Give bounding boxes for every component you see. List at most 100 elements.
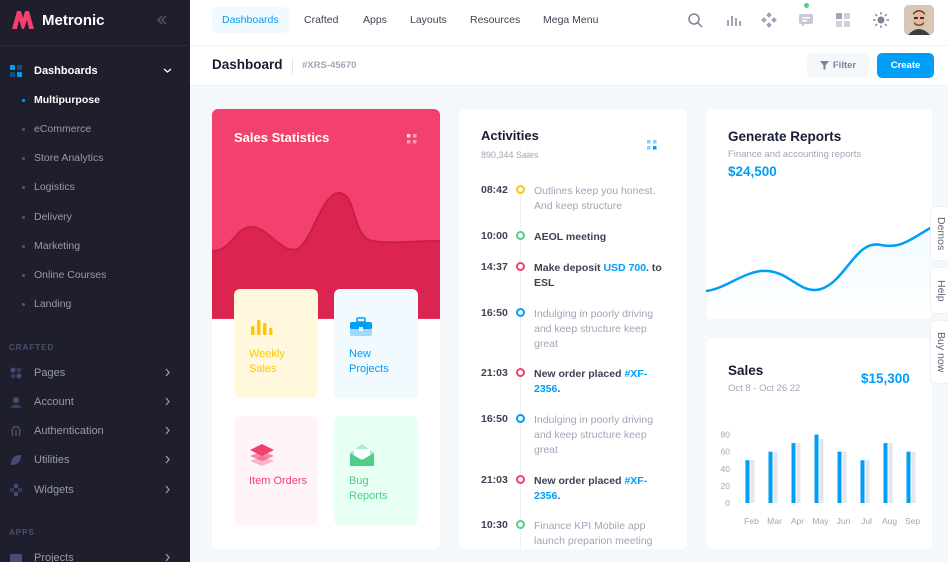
nav-apps[interactable]: Apps xyxy=(363,14,387,26)
sales-amount: $15,300 xyxy=(861,371,910,386)
sidebar-subitem-online-courses[interactable]: Online Courses xyxy=(0,265,190,285)
sidebar-subitem-label: Delivery xyxy=(34,211,72,223)
timeline-dot-icon xyxy=(516,475,525,484)
sidebar-item-account[interactable]: Account xyxy=(0,391,190,413)
bar-aug-series-1 xyxy=(883,443,888,503)
bar-apr-series-1 xyxy=(791,443,796,503)
leaf-icon xyxy=(11,455,21,465)
logo[interactable]: Metronic xyxy=(10,9,105,31)
tile-label: Item Orders xyxy=(249,475,308,487)
sidebar-subitem-ecommerce[interactable]: eCommerce xyxy=(0,119,190,139)
side-tab-help[interactable]: Help xyxy=(930,267,948,314)
sales-subtitle: Oct 8 - Oct 26 22 xyxy=(728,383,801,394)
generate-reports-subtitle: Finance and accounting reports xyxy=(728,149,862,160)
page-toolbar: Dashboard #XRS-45670 Filter Create xyxy=(190,46,948,86)
chevron-right-icon xyxy=(165,455,170,464)
sales-card: Sales Oct 8 - Oct 26 22 $15,300 0 20 40 60 8… xyxy=(706,338,932,549)
sidebar-item-authentication[interactable]: Authentication xyxy=(0,420,190,442)
nav-layouts[interactable]: Layouts xyxy=(410,14,447,26)
x-tick-label: Apr xyxy=(791,516,804,526)
metronic-logo-icon xyxy=(12,11,34,29)
bullet-icon xyxy=(22,99,25,102)
sidebar-subitem-label: Multipurpose xyxy=(34,94,100,106)
tile-new-projects[interactable]: New Projects xyxy=(334,289,418,398)
sidebar-subitem-label: Landing xyxy=(34,298,72,310)
widgets-icon xyxy=(10,483,22,496)
tile-weekly-sales[interactable]: Weekly Sales xyxy=(234,289,318,398)
top-header: Dashboards Crafted Apps Layouts Resource… xyxy=(190,0,948,46)
sidebar-item-label: Projects xyxy=(34,552,74,562)
sidebar-item-label: Pages xyxy=(34,367,66,379)
sidebar-subitem-logistics[interactable]: Logistics xyxy=(0,177,190,197)
nav-resources[interactable]: Resources xyxy=(470,14,521,26)
sidebar-subitem-multipurpose[interactable]: Multipurpose xyxy=(0,90,190,110)
activities-subtitle: 890,344 Sales xyxy=(481,150,539,160)
card-menu-icon[interactable] xyxy=(647,140,657,150)
sidebar: Metronic Dashboards Multipurpose eCommer… xyxy=(0,0,190,562)
chat-icon[interactable] xyxy=(797,11,815,29)
bullet-icon xyxy=(22,186,25,189)
timeline-time: 10:30 xyxy=(481,519,508,531)
bar-aug-series-2 xyxy=(888,443,893,503)
tile-item-orders[interactable]: Item Orders xyxy=(234,416,318,525)
timeline-link[interactable]: #XF-2356 xyxy=(534,475,648,502)
filter-icon xyxy=(819,61,829,70)
timeline-time: 16:50 xyxy=(481,307,508,319)
collapse-sidebar-icon[interactable] xyxy=(155,13,169,27)
timeline-dot-icon xyxy=(516,368,525,377)
sidebar-item-label: Dashboards xyxy=(34,65,98,77)
sidebar-item-projects[interactable]: Projects xyxy=(0,547,190,562)
sidebar-item-label: Account xyxy=(34,396,74,408)
page-subtitle: #XRS-45670 xyxy=(302,60,357,71)
x-tick-label: Mar xyxy=(767,516,782,526)
briefcase-icon xyxy=(350,317,372,336)
sidebar-subitem-label: eCommerce xyxy=(34,123,92,135)
sidebar-subitem-marketing[interactable]: Marketing xyxy=(0,236,190,256)
nav-crafted[interactable]: Crafted xyxy=(304,14,339,26)
sidebar-subitem-store-analytics[interactable]: Store Analytics xyxy=(0,148,190,168)
timeline-text: Make deposit USD 700. to ESL xyxy=(534,262,662,289)
sidebar-subitem-delivery[interactable]: Delivery xyxy=(0,207,190,227)
bar-jul-series-1 xyxy=(860,460,865,503)
create-button[interactable]: Create xyxy=(877,53,934,78)
generate-reports-card: Generate Reports Finance and accounting … xyxy=(706,109,932,319)
sidebar-subitem-landing[interactable]: Landing xyxy=(0,294,190,314)
sidebar-item-label: Authentication xyxy=(34,425,104,437)
nav-mega-menu[interactable]: Mega Menu xyxy=(543,14,599,26)
filter-button[interactable]: Filter xyxy=(807,53,869,78)
chevron-right-icon xyxy=(165,553,170,562)
nav-dashboards[interactable]: Dashboards xyxy=(212,7,289,33)
filter-button-label: Filter xyxy=(832,60,857,71)
sidebar-item-dashboards[interactable]: Dashboards xyxy=(0,60,190,82)
sales-wave-chart xyxy=(212,191,440,319)
bar-apr-series-2 xyxy=(796,443,801,503)
sun-icon[interactable] xyxy=(872,11,890,29)
tile-bug-reports[interactable]: Bug Reports xyxy=(334,416,418,525)
user-avatar[interactable] xyxy=(904,5,934,35)
activities-card: Activities 890,344 Sales 08:42 Outlines k… xyxy=(459,109,687,549)
card-menu-icon[interactable] xyxy=(407,134,417,144)
chart-icon[interactable] xyxy=(724,11,742,29)
timeline-time: 14:37 xyxy=(481,261,508,273)
tile-label: Bug Reports xyxy=(349,475,388,502)
sales-statistics-card: Sales Statistics Weekly Sales xyxy=(212,109,440,549)
timeline-text: Finance KPI Mobile app launch preparion … xyxy=(534,520,653,547)
sidebar-item-utilities[interactable]: Utilities xyxy=(0,449,190,471)
side-tab-demos[interactable]: Demos xyxy=(930,206,948,261)
timeline-text: New order placed #XF-2356. xyxy=(534,368,648,395)
bar-jun-series-1 xyxy=(837,451,842,503)
timeline-link[interactable]: #XF-2356 xyxy=(534,368,648,395)
logo-text: Metronic xyxy=(42,11,105,29)
timeline-dot-icon xyxy=(516,520,525,529)
sidebar-item-pages[interactable]: Pages xyxy=(0,362,190,384)
timeline-text: Indulging in poorly driving and keep str… xyxy=(534,414,654,456)
side-tab-buy-now[interactable]: Buy now xyxy=(930,320,948,384)
sidebar-item-label: Utilities xyxy=(34,454,70,466)
timeline-link[interactable]: USD 700 xyxy=(603,262,647,274)
apps-icon[interactable] xyxy=(760,11,778,29)
grid-icon[interactable] xyxy=(834,11,852,29)
bullet-icon xyxy=(22,216,25,219)
section-heading-crafted: CRAFTED xyxy=(9,343,55,352)
sidebar-item-widgets[interactable]: Widgets xyxy=(0,479,190,501)
search-icon[interactable] xyxy=(686,11,704,29)
